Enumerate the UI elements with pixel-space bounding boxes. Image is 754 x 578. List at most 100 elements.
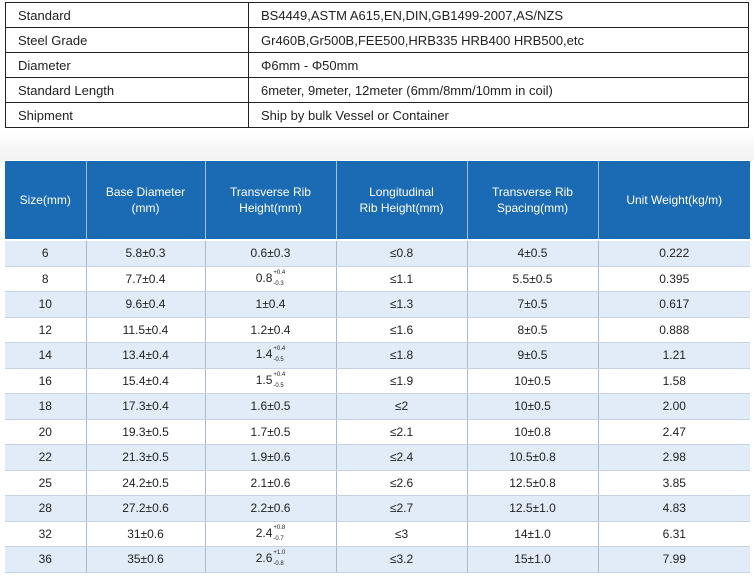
cell-rib-h: 1.9±0.6 — [205, 444, 337, 471]
cell-value: 1±0.4 — [255, 297, 286, 312]
cell-weight: 0.395 — [598, 266, 750, 292]
cell-long-h: ≤3.2 — [336, 546, 468, 573]
cell-value: 12 — [38, 322, 52, 337]
cell-value: ≤2.4 — [389, 450, 414, 465]
spec-row: Standard BS4449,ASTM A615,EN,DIN,GB1499-2… — [5, 2, 749, 28]
cell-value: 11.5±0.4 — [122, 322, 169, 337]
size-table: Size(mm) Base Diameter (mm) Transverse Rib H… — [5, 161, 750, 573]
cell-size: 6 — [5, 240, 87, 267]
table-row: 10 9.6±0.4 1±0.4 ≤1.3 7±0.5 0.617 — [5, 291, 750, 318]
cell-value: 18 — [38, 399, 52, 414]
column-header-line: Longitudinal — [369, 185, 434, 199]
tolerance: +0.8 -0.7 — [273, 525, 285, 543]
cell-rib-h: 1.4 +0.4 -0.5 — [205, 342, 337, 369]
column-header: Transverse Rib Spacing(mm) — [467, 161, 599, 241]
table-row: 16 15.4±0.4 1.5 +0.4 -0.5 ≤1.9 10±0.5 1.58 — [5, 368, 750, 394]
cell-value: 4.83 — [662, 501, 686, 516]
cell-rib-h: 2.4 +0.8 -0.7 — [205, 521, 337, 547]
cell-rib-h: 2.2±0.6 — [205, 495, 337, 522]
tolerance-upper: +0.4 — [273, 346, 286, 353]
cell-weight: 0.888 — [598, 317, 750, 343]
tolerance: +0.4 -0.5 — [273, 372, 285, 390]
cell-value: 1.21 — [662, 348, 686, 363]
cell-spacing: 10±0.5 — [467, 393, 599, 420]
cell-value: ≤2.7 — [389, 501, 414, 516]
tolerance-lower: -0.7 — [273, 535, 284, 542]
cell-spacing: 4±0.5 — [467, 240, 599, 267]
cell-weight: 2.98 — [598, 444, 750, 471]
cell-value: 10±0.8 — [514, 424, 551, 439]
cell-size: 14 — [5, 342, 87, 369]
cell-value: 20 — [38, 424, 52, 439]
cell-weight: 1.58 — [598, 368, 750, 394]
cell-value: 32 — [38, 526, 52, 541]
cell-size: 22 — [5, 444, 87, 471]
cell-weight: 1.21 — [598, 342, 750, 369]
tolerance-lower: -0.5 — [273, 357, 284, 364]
cell-base: 15.4±0.4 — [86, 368, 206, 394]
cell-value: 36 — [38, 552, 52, 567]
cell-value: 6 — [41, 246, 49, 261]
cell-value: 7±0.5 — [517, 297, 548, 312]
spec-key: Diameter — [5, 52, 249, 78]
cell-value: 6.31 — [662, 526, 686, 541]
cell-spacing: 9±0.5 — [467, 342, 599, 369]
cell-rib-h: 1.7±0.5 — [205, 419, 337, 445]
table-row: 8 7.7±0.4 0.8 +0.4 -0.3 ≤1.1 5.5±0.5 0.395 — [5, 266, 750, 292]
cell-value: 9.6±0.4 — [125, 297, 166, 312]
column-header-line: Transverse Rib — [230, 185, 311, 199]
cell-value: 1.9±0.6 — [250, 450, 291, 465]
cell-value: 4±0.5 — [517, 246, 548, 261]
tolerance-upper: +0.4 — [273, 269, 286, 276]
size-table-body: 6 5.8±0.3 0.6±0.3 ≤0.8 4±0.5 0.222 8 7.7±0.4 0.8… — [5, 240, 750, 573]
cell-spacing: 12.5±1.0 — [467, 495, 599, 522]
cell-base: 13.4±0.4 — [86, 342, 206, 369]
cell-value: 10.5±0.8 — [509, 450, 556, 465]
column-header-line: Size(mm) — [19, 193, 71, 207]
cell-value: 31±0.6 — [127, 526, 164, 541]
cell-long-h: ≤1.6 — [336, 317, 468, 343]
cell-spacing: 7±0.5 — [467, 291, 599, 318]
cell-weight: 0.222 — [598, 240, 750, 267]
cell-value: 0.8 — [255, 270, 273, 285]
table-row: 28 27.2±0.6 2.2±0.6 ≤2.7 12.5±1.0 4.83 — [5, 495, 750, 522]
cell-size: 8 — [5, 266, 87, 292]
cell-size: 20 — [5, 419, 87, 445]
cell-value: ≤0.8 — [389, 246, 414, 261]
cell-value: 21.3±0.5 — [122, 450, 169, 465]
cell-value: 14 — [38, 348, 52, 363]
cell-base: 21.3±0.5 — [86, 444, 206, 471]
spec-key: Steel Grade — [5, 27, 249, 53]
cell-long-h: ≤1.3 — [336, 291, 468, 318]
cell-base: 5.8±0.3 — [86, 240, 206, 267]
spec-table: Standard BS4449,ASTM A615,EN,DIN,GB1499-2… — [5, 2, 749, 128]
cell-value: 28 — [38, 501, 52, 516]
cell-size: 18 — [5, 393, 87, 420]
cell-value: 19.3±0.5 — [122, 424, 169, 439]
spec-table-body: Standard BS4449,ASTM A615,EN,DIN,GB1499-2… — [5, 2, 749, 128]
cell-value: 9±0.5 — [517, 348, 548, 363]
cell-spacing: 14±1.0 — [467, 521, 599, 547]
cell-rib-h: 2.1±0.6 — [205, 470, 337, 496]
spec-value: Ship by bulk Vessel or Container — [248, 102, 749, 128]
cell-weight: 4.83 — [598, 495, 750, 522]
cell-value: ≤2 — [394, 399, 409, 414]
cell-value: 12.5±1.0 — [509, 501, 556, 516]
cell-value: 16 — [38, 373, 52, 388]
cell-long-h: ≤1.1 — [336, 266, 468, 292]
column-header: Base Diameter (mm) — [86, 161, 206, 241]
cell-value: ≤2.1 — [389, 424, 414, 439]
cell-value: ≤1.3 — [389, 297, 414, 312]
tolerance: +0.4 -0.5 — [273, 346, 285, 364]
cell-value: 1.58 — [662, 373, 686, 388]
cell-value: ≤1.6 — [389, 322, 414, 337]
cell-spacing: 5.5±0.5 — [467, 266, 599, 292]
spec-row: Diameter Φ6mm - Φ50mm — [5, 52, 749, 78]
size-table-header: Size(mm) Base Diameter (mm) Transverse Rib H… — [5, 161, 750, 241]
table-row: 18 17.3±0.4 1.6±0.5 ≤2 10±0.5 2.00 — [5, 393, 750, 420]
column-header: Unit Weight(kg/m) — [598, 161, 750, 241]
table-row: 32 31±0.6 2.4 +0.8 -0.7 ≤3 14±1.0 6.31 — [5, 521, 750, 547]
spec-row: Shipment Ship by bulk Vessel or Container — [5, 102, 749, 128]
tolerance: +1.0 -0.8 — [273, 550, 285, 568]
cell-spacing: 10±0.8 — [467, 419, 599, 445]
